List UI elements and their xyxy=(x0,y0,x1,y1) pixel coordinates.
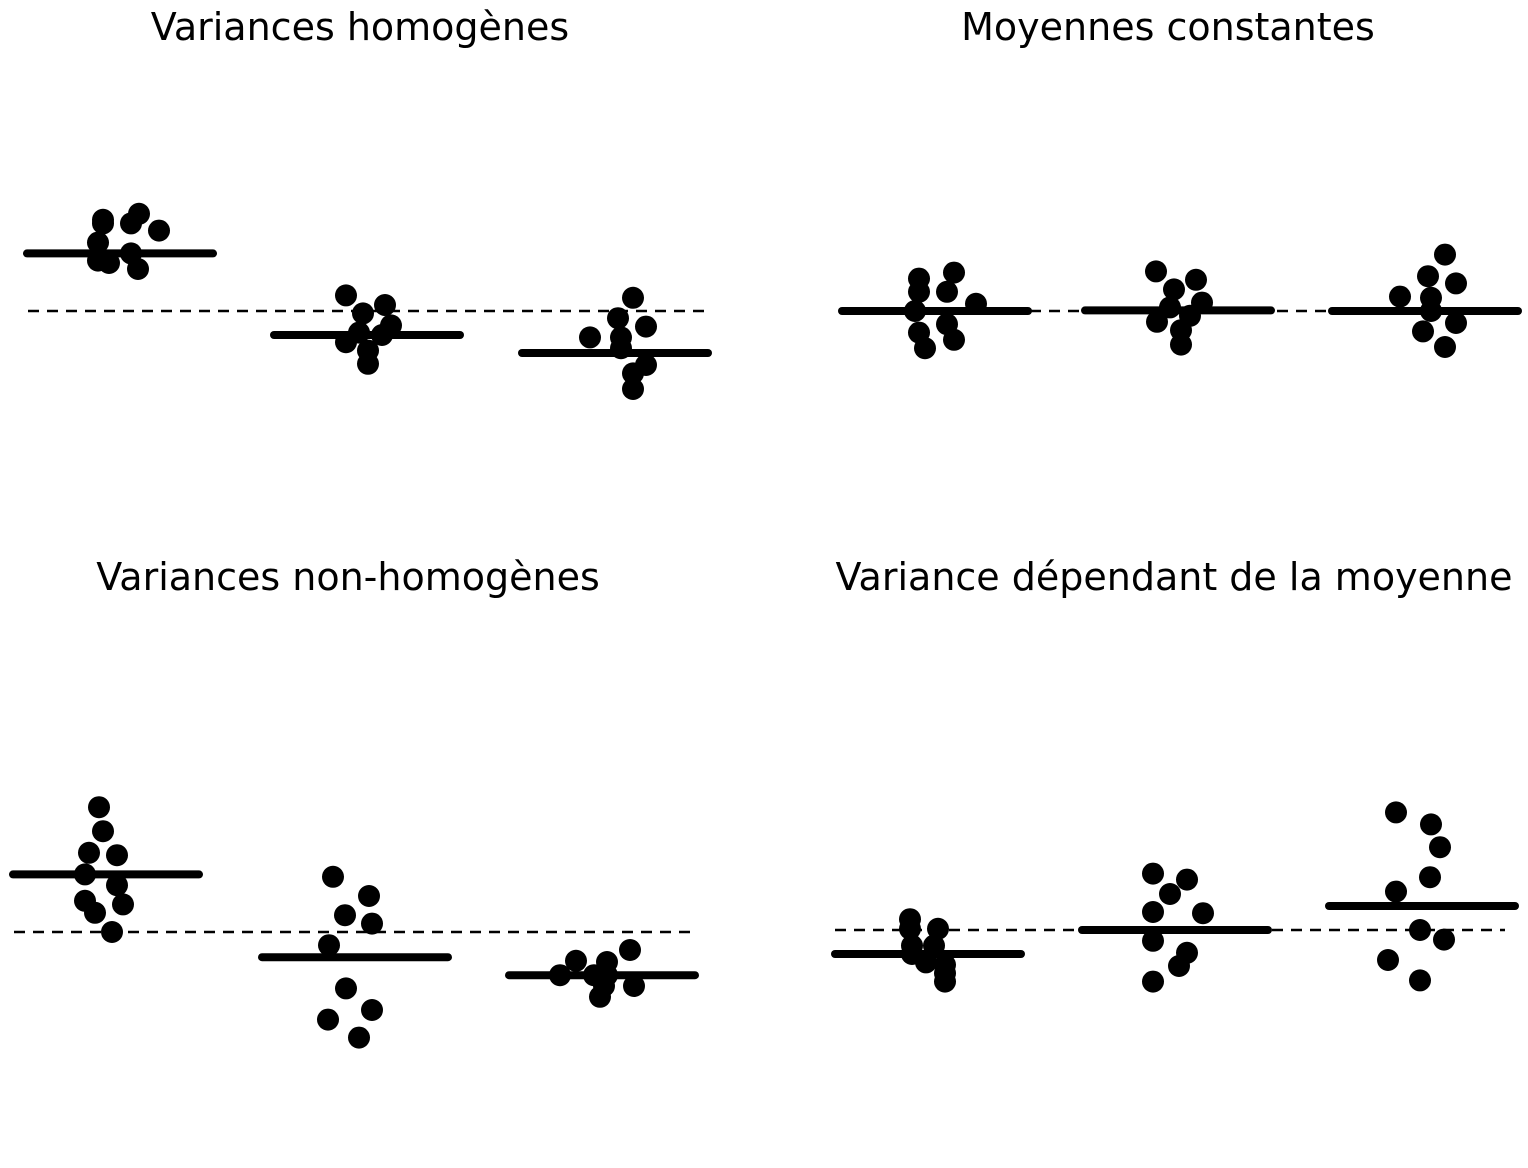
data-point xyxy=(622,378,644,400)
data-point xyxy=(579,326,601,349)
data-point xyxy=(352,302,374,325)
data-point xyxy=(619,939,641,961)
data-point xyxy=(87,231,109,254)
data-point xyxy=(348,1026,370,1049)
data-point xyxy=(1142,970,1164,993)
data-point xyxy=(78,841,100,864)
data-point xyxy=(1419,866,1441,889)
data-point xyxy=(1409,969,1431,992)
data-point xyxy=(1445,272,1467,295)
data-point xyxy=(622,362,644,385)
data-point xyxy=(106,874,128,897)
data-point xyxy=(1142,929,1164,952)
data-point xyxy=(1185,268,1207,291)
data-point xyxy=(934,970,956,993)
data-point xyxy=(112,893,134,916)
data-point xyxy=(1163,278,1185,301)
data-point xyxy=(565,949,587,972)
data-point xyxy=(1445,312,1467,334)
data-point xyxy=(88,796,110,819)
data-point xyxy=(1420,813,1442,836)
data-point xyxy=(1429,836,1451,859)
data-point xyxy=(589,985,611,1008)
data-point xyxy=(92,820,114,843)
data-point xyxy=(1176,868,1198,891)
data-point xyxy=(1433,928,1455,951)
data-point xyxy=(98,252,120,274)
data-point xyxy=(1377,949,1399,971)
data-point xyxy=(1389,285,1411,308)
data-point xyxy=(361,999,383,1021)
data-point xyxy=(317,1008,339,1031)
data-point xyxy=(914,337,936,360)
chart-marks xyxy=(9,202,1522,1049)
data-point xyxy=(1142,901,1164,923)
data-point xyxy=(936,280,958,303)
data-point xyxy=(908,280,930,303)
data-point xyxy=(1417,265,1439,288)
data-point xyxy=(1412,320,1434,343)
data-point xyxy=(943,261,965,284)
data-point xyxy=(335,284,357,307)
data-point xyxy=(357,352,379,375)
data-point xyxy=(358,885,380,907)
data-point xyxy=(1434,243,1456,266)
data-point xyxy=(101,921,123,943)
data-point xyxy=(622,286,644,309)
panel-2-title: Moyennes constantes xyxy=(961,5,1375,49)
data-point xyxy=(1170,333,1192,356)
data-point xyxy=(120,212,142,235)
data-point xyxy=(148,219,170,242)
data-point xyxy=(1146,310,1168,333)
data-point xyxy=(1142,862,1164,885)
data-point xyxy=(106,844,128,867)
data-point xyxy=(1385,801,1407,824)
panel-4-title: Variance dépendant de la moyenne xyxy=(836,555,1513,599)
data-point xyxy=(1192,902,1214,925)
data-point xyxy=(1168,955,1190,977)
data-point xyxy=(1409,919,1431,941)
data-point xyxy=(127,258,149,280)
data-point xyxy=(1159,883,1181,905)
data-point xyxy=(607,307,629,330)
data-point xyxy=(374,294,396,316)
data-point xyxy=(1145,260,1167,283)
data-point xyxy=(1434,336,1456,358)
data-point xyxy=(335,977,357,1000)
panel-1-title: Variances homogènes xyxy=(151,5,569,49)
panel-3-title: Variances non-homogènes xyxy=(96,555,600,599)
data-point xyxy=(899,917,921,940)
data-point xyxy=(927,917,949,940)
data-point xyxy=(943,328,965,351)
data-point xyxy=(318,934,340,957)
data-point xyxy=(623,975,645,997)
data-point xyxy=(635,315,657,338)
data-point xyxy=(322,865,344,888)
data-point xyxy=(334,904,356,927)
data-point xyxy=(1385,880,1407,903)
data-point xyxy=(361,912,383,935)
data-point xyxy=(84,901,106,924)
data-point xyxy=(92,212,114,235)
